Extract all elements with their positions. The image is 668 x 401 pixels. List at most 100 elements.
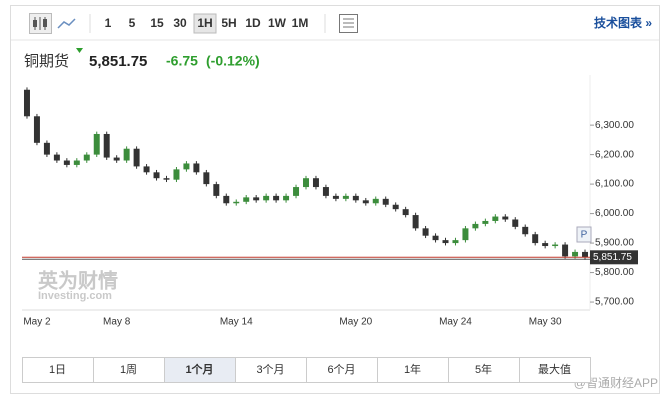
- last-price: 5,851.75: [89, 53, 147, 70]
- candle-body: [552, 244, 559, 247]
- x-tick-label: May 30: [529, 317, 562, 328]
- candle-body: [372, 198, 379, 204]
- candle-body: [283, 195, 290, 201]
- interval-button[interactable]: 5H: [221, 16, 236, 30]
- x-tick-label: May 2: [23, 317, 51, 328]
- candle-body: [542, 243, 549, 247]
- x-tick-label: May 24: [439, 317, 472, 328]
- candle-body: [342, 195, 349, 199]
- candle-body: [492, 216, 499, 221]
- y-tick-label: 6,300.00: [595, 120, 634, 131]
- candle-body: [203, 172, 210, 185]
- candle-body: [502, 216, 509, 220]
- x-tick-label: May 14: [220, 317, 253, 328]
- price-change: -6.75: [166, 53, 198, 69]
- candle-body: [233, 201, 240, 204]
- candle-body: [193, 163, 200, 173]
- candle-body: [153, 172, 160, 179]
- candle-body: [482, 220, 489, 224]
- candle-body: [392, 204, 399, 210]
- frame: [10, 5, 660, 394]
- candle-body: [572, 251, 579, 257]
- interval-button[interactable]: 1W: [268, 16, 287, 30]
- y-tick-label: 6,000.00: [595, 208, 634, 219]
- candle-body: [462, 228, 469, 241]
- candle-body: [303, 178, 309, 188]
- pin-box[interactable]: [576, 226, 592, 243]
- down-arrow: [76, 48, 83, 53]
- interval-button[interactable]: 5: [129, 16, 136, 30]
- interval-button[interactable]: 1M: [292, 16, 309, 30]
- candle-body: [33, 116, 40, 143]
- candle-body: [422, 228, 429, 236]
- active-tab-bg: [164, 358, 236, 382]
- candle-body: [412, 215, 419, 229]
- candle-body: [382, 198, 389, 205]
- price-change-pct: (-0.12%): [206, 53, 260, 69]
- candle-body: [452, 240, 459, 244]
- range-tab[interactable]: 1周: [120, 363, 137, 376]
- y-tick-label: 5,900.00: [595, 238, 634, 249]
- watermark-brand: 英为财情: [38, 268, 118, 292]
- candle-body: [352, 195, 359, 201]
- candle-body: [293, 187, 300, 196]
- candle-body: [332, 195, 339, 199]
- active-interval-bg: [193, 13, 217, 34]
- candle-body: [43, 142, 50, 155]
- candle-body: [322, 187, 329, 196]
- last-price-box: [590, 250, 638, 265]
- tech-chart-link[interactable]: 技术图表 »: [594, 15, 652, 30]
- candle-body: [312, 178, 319, 188]
- candle-glyph: [33, 17, 47, 30]
- candle-body: [582, 251, 589, 258]
- range-tab[interactable]: 1年: [404, 362, 421, 376]
- range-tab[interactable]: 1日: [49, 364, 66, 376]
- x-tick-label: May 20: [339, 317, 372, 328]
- range-tab[interactable]: 最大值: [538, 362, 571, 376]
- instrument-name: 铜期货: [24, 53, 69, 70]
- candle-body: [213, 184, 220, 196]
- candle-body: [512, 219, 519, 227]
- candle-body: [402, 209, 409, 216]
- line-icon[interactable]: [57, 18, 76, 29]
- range-tab[interactable]: 5年: [475, 362, 492, 376]
- range-tab[interactable]: 1个月: [185, 362, 213, 376]
- candle-body: [532, 234, 539, 244]
- range-tab[interactable]: 3个月: [256, 363, 284, 376]
- source-watermark: @智通财经APP: [574, 375, 658, 390]
- candle-body: [173, 169, 180, 180]
- candle-body: [53, 154, 60, 161]
- x-tick-label: May 8: [103, 317, 131, 328]
- candle-body: [522, 226, 529, 235]
- y-tick-label: 5,800.00: [595, 267, 634, 278]
- interval-button[interactable]: 1D: [245, 16, 261, 30]
- y-tick-label: 6,200.00: [595, 149, 634, 160]
- candle-body: [103, 133, 110, 158]
- range-tab[interactable]: 6个月: [327, 363, 355, 376]
- interval-button[interactable]: 1: [105, 16, 112, 30]
- candle-body: [133, 148, 140, 167]
- candle-body: [143, 166, 150, 173]
- candle-body: [562, 244, 569, 257]
- candle-body: [113, 157, 120, 161]
- interval-button[interactable]: 30: [173, 16, 187, 30]
- interval-button[interactable]: 1H: [197, 16, 212, 30]
- candle-body: [73, 160, 80, 165]
- candle-body: [442, 240, 449, 244]
- last-price-label: 5,851.75: [593, 252, 632, 263]
- candle-body: [63, 160, 70, 165]
- candle-body: [183, 163, 190, 170]
- candle-body: [163, 178, 170, 180]
- candle-body: [263, 195, 270, 201]
- candle-body: [432, 235, 439, 241]
- candle-body: [253, 197, 260, 201]
- interval-button[interactable]: 15: [150, 16, 164, 30]
- watermark-site: Investing.com: [38, 290, 112, 302]
- candle-body: [93, 133, 100, 155]
- pin-label: P: [581, 230, 588, 241]
- candle-body: [223, 195, 230, 204]
- y-tick-label: 5,700.00: [595, 297, 634, 308]
- candle-body: [273, 195, 280, 201]
